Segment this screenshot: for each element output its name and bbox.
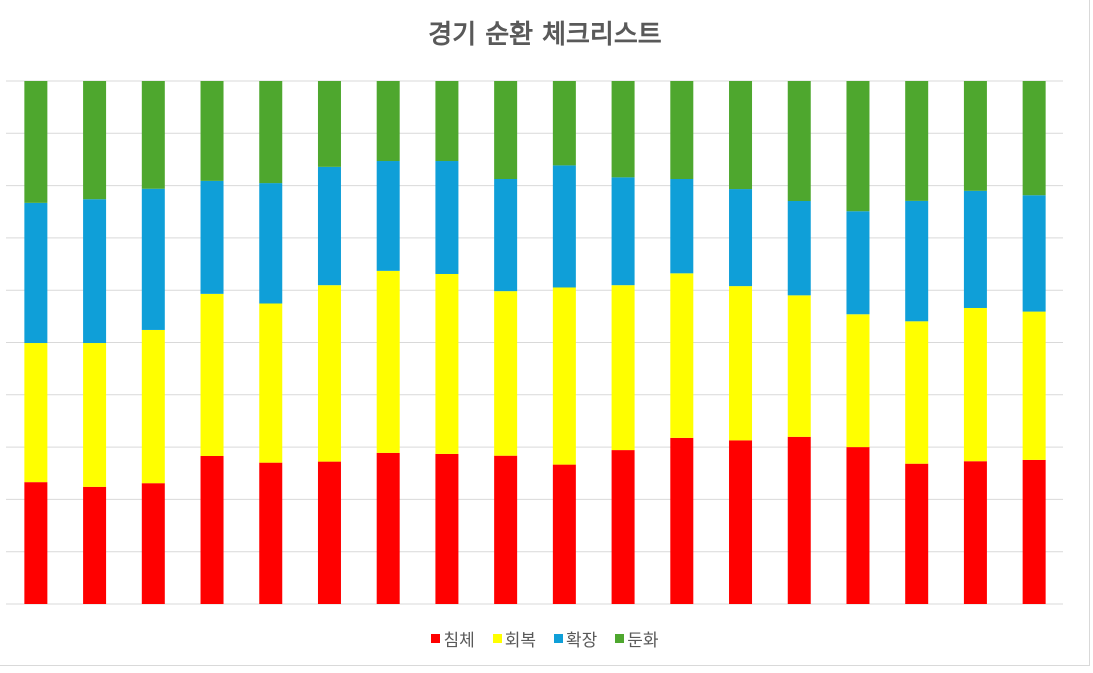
bar-segment-둔화 — [552, 81, 576, 166]
bar-segment-침체 — [905, 463, 929, 604]
bar-segment-확장 — [1022, 195, 1046, 312]
bar-segment-회복 — [963, 307, 987, 462]
bar-segment-확장 — [611, 177, 635, 286]
legend-label: 침체 — [443, 631, 475, 651]
bar-segment-침체 — [200, 455, 224, 604]
legend-item: 확장 — [554, 626, 597, 651]
bar-segment-확장 — [729, 189, 753, 287]
bar-segment-침체 — [787, 436, 811, 604]
bar-segment-침체 — [1022, 459, 1046, 604]
bar-segment-둔화 — [376, 81, 400, 162]
bar-segment-둔화 — [611, 81, 635, 178]
bar-segment-침체 — [24, 482, 48, 604]
bar-segment-회복 — [846, 314, 870, 448]
bar-segment-둔화 — [846, 81, 870, 212]
bar-segment-확장 — [905, 200, 929, 322]
bar-segment-확장 — [141, 188, 165, 330]
bar-segment-회복 — [787, 295, 811, 437]
bar-segment-침체 — [611, 450, 635, 604]
bar-segment-침체 — [259, 462, 283, 604]
legend: 침체 회복 확장 둔화 — [0, 626, 1090, 651]
bar-segment-침체 — [729, 440, 753, 604]
legend-swatch — [615, 634, 625, 643]
chart-title: 경기 순환 체크리스트 — [428, 20, 662, 50]
bar-segment-확장 — [787, 201, 811, 296]
bar-segment-확장 — [83, 199, 107, 344]
bar-segment-회복 — [435, 273, 459, 454]
bar-segment-확장 — [963, 190, 987, 308]
bar-segment-둔화 — [141, 81, 165, 189]
bar-segment-회복 — [83, 343, 107, 487]
bar-segment-둔화 — [670, 81, 694, 179]
legend-swatch — [431, 634, 441, 643]
bar-segment-회복 — [24, 343, 48, 483]
bar-segment-확장 — [670, 178, 694, 274]
legend-item: 침체 — [431, 626, 475, 651]
bar-segment-둔화 — [905, 81, 929, 201]
bar-segment-확장 — [435, 161, 459, 274]
legend-item: 둔화 — [615, 626, 659, 651]
legend-label: 확장 — [566, 631, 598, 651]
bar-segment-회복 — [611, 285, 635, 451]
bar-segment-둔화 — [259, 81, 283, 184]
bar-segment-회복 — [729, 286, 753, 441]
bar-segment-확장 — [317, 166, 341, 286]
bar-segment-침체 — [494, 455, 518, 604]
bar-segment-회복 — [259, 303, 283, 463]
bar-segment-확장 — [24, 202, 48, 344]
legend-swatch — [492, 634, 502, 643]
bar-segment-침체 — [552, 464, 576, 604]
bar-segment-침체 — [435, 453, 459, 604]
bar-segment-회복 — [141, 329, 165, 484]
bar-segment-둔화 — [963, 81, 987, 191]
bar-segment-둔화 — [83, 81, 107, 200]
bar-segment-회복 — [552, 287, 576, 465]
bar-segment-회복 — [905, 321, 929, 464]
bar-segment-확장 — [494, 178, 518, 292]
bar-segment-둔화 — [787, 81, 811, 202]
bar-segment-침체 — [846, 447, 870, 604]
bar-segment-확장 — [846, 211, 870, 315]
bar-segment-침체 — [376, 452, 400, 604]
bar-segment-둔화 — [200, 81, 224, 181]
bar-segment-침체 — [670, 437, 694, 604]
bar-segment-침체 — [141, 483, 165, 604]
bar-segment-확장 — [376, 161, 400, 271]
legend-swatch — [554, 634, 563, 643]
bar-segment-둔화 — [24, 81, 48, 203]
bar-segment-침체 — [83, 486, 107, 604]
bar-segment-침체 — [317, 461, 341, 604]
legend-label: 회복 — [504, 631, 536, 651]
bar-segment-회복 — [200, 293, 224, 456]
bar-segment-회복 — [494, 291, 518, 456]
bar-segment-회복 — [670, 273, 694, 438]
bar-segment-둔화 — [317, 81, 341, 167]
legend-label: 둔화 — [627, 631, 659, 651]
bar-segment-둔화 — [435, 81, 459, 162]
legend-item: 회복 — [492, 626, 536, 651]
bar-segment-회복 — [1022, 311, 1046, 460]
bar-segment-둔화 — [729, 81, 753, 190]
bar-segment-침체 — [963, 461, 987, 604]
bar-segment-회복 — [317, 285, 341, 462]
bar-segment-확장 — [259, 183, 283, 304]
bar-segment-둔화 — [1022, 81, 1046, 196]
bar-segment-확장 — [200, 180, 224, 294]
bar-segment-회복 — [376, 270, 400, 453]
bar-segment-둔화 — [494, 81, 518, 179]
bar-segment-확장 — [552, 165, 576, 288]
